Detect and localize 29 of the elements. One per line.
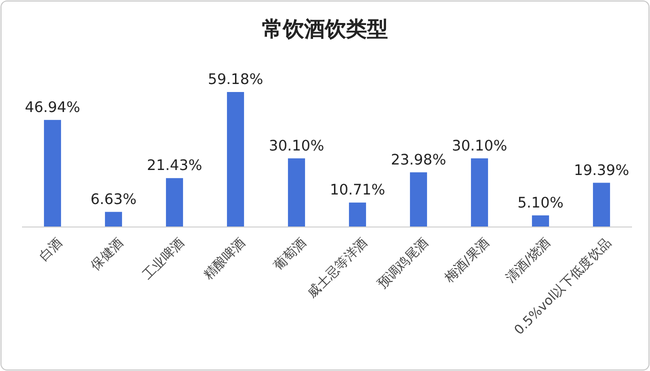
data-label: 59.18% xyxy=(208,72,264,88)
x-tick-label: 白酒 xyxy=(36,235,66,264)
x-tick-label: 精酿啤酒 xyxy=(201,235,249,283)
x-tick-label: 工业啤酒 xyxy=(140,235,188,283)
bar xyxy=(166,178,184,227)
x-tick-label: 清酒/烧酒 xyxy=(503,235,554,286)
bar xyxy=(104,212,122,227)
x-tick-label: 梅酒/果酒 xyxy=(441,235,493,287)
data-label: 10.71% xyxy=(330,182,386,199)
bar xyxy=(470,158,488,227)
data-label: 5.10% xyxy=(517,195,564,212)
bar xyxy=(348,202,366,227)
chart-title: 常饮酒饮类型 xyxy=(262,17,388,41)
x-tick-label: 预调鸡尾酒 xyxy=(374,235,432,292)
bar xyxy=(592,182,610,227)
data-label: 19.39% xyxy=(574,162,630,179)
bar xyxy=(226,92,244,227)
x-tick-label: 保健酒 xyxy=(88,235,127,274)
x-tick-label: 葡萄酒 xyxy=(271,235,310,274)
bar xyxy=(410,172,428,227)
data-label: 23.98% xyxy=(390,152,446,168)
data-label: 21.43% xyxy=(146,158,202,174)
data-label: 46.94% xyxy=(24,100,80,116)
data-label: 30.10% xyxy=(268,138,324,154)
data-label: 30.10% xyxy=(452,138,508,154)
bar xyxy=(288,158,306,227)
bar xyxy=(44,120,62,227)
data-label: 6.63% xyxy=(90,192,137,208)
bar xyxy=(532,215,550,227)
